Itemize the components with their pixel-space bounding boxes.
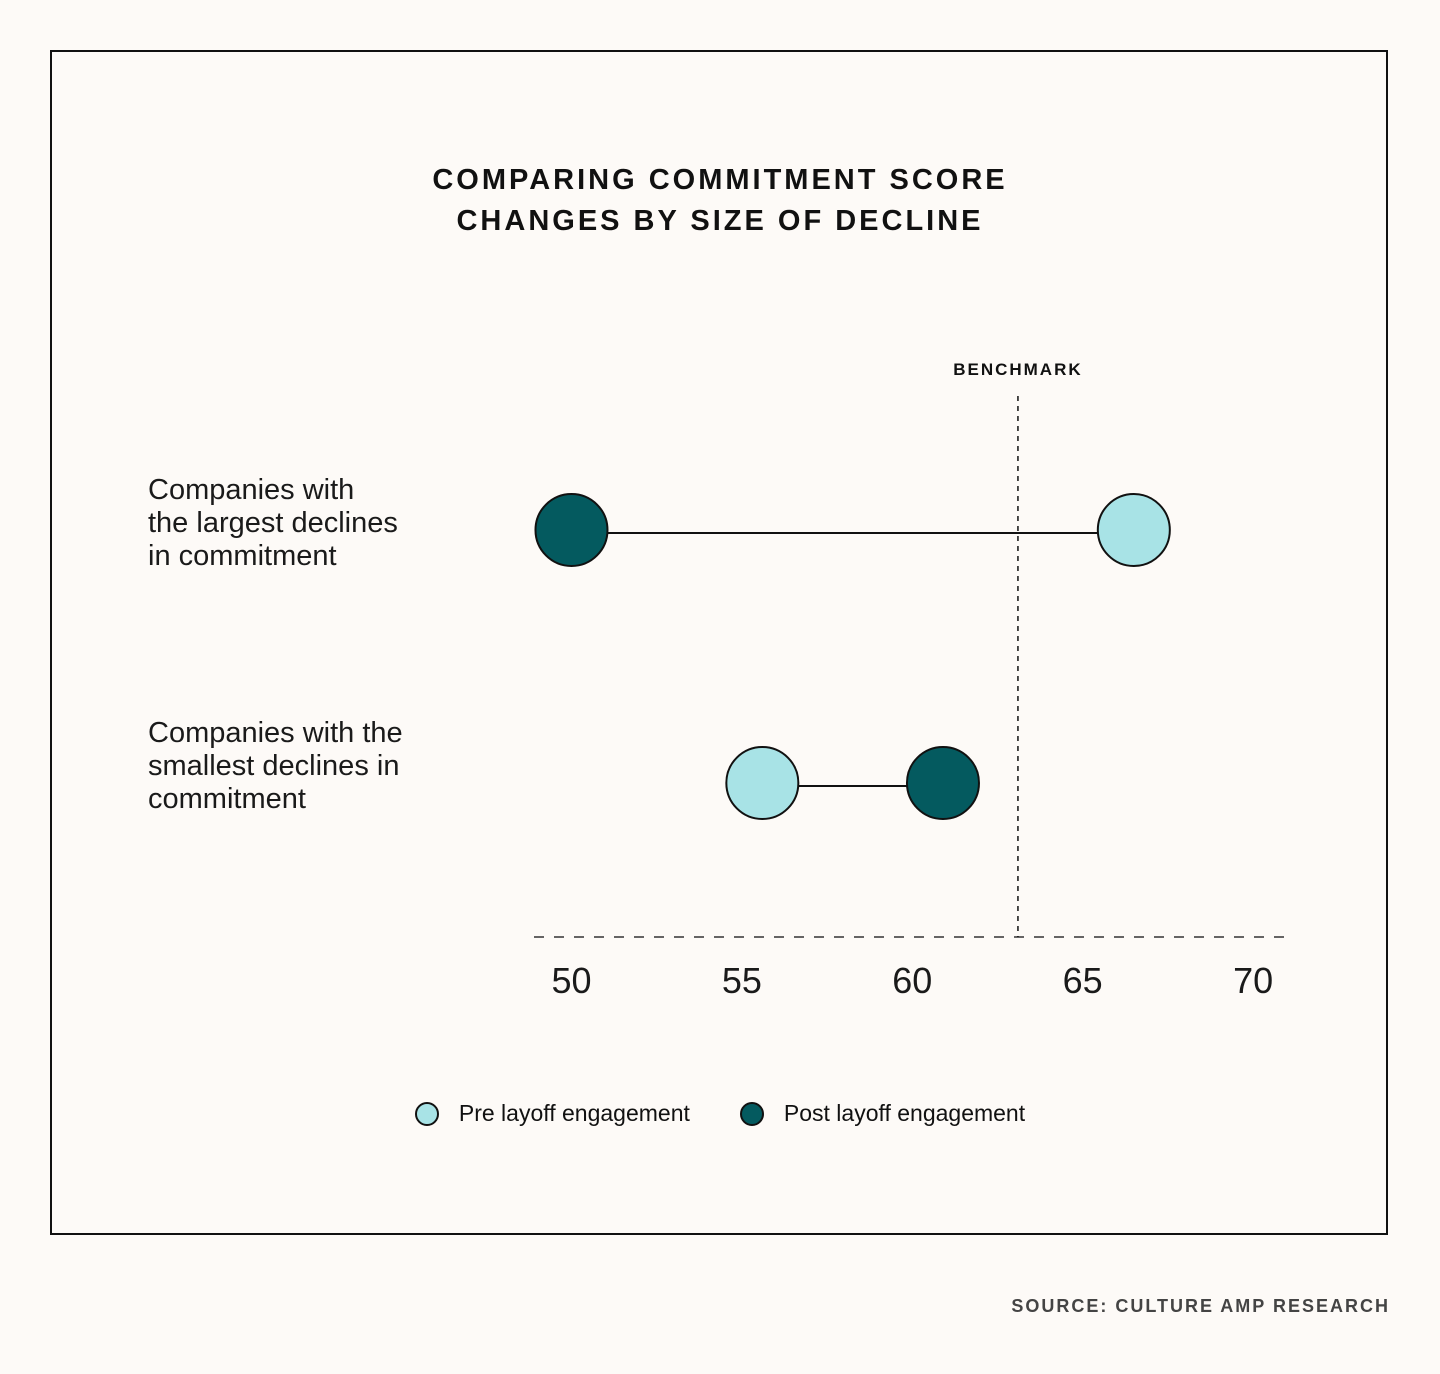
legend-label-pre: Pre layoff engagement [458, 1100, 690, 1126]
row-label-line: commitment [148, 783, 306, 815]
legend-item-pre: Pre layoff engagement [414, 1100, 690, 1127]
row-label-smallest-declines: Companies with the smallest declines in … [148, 717, 468, 816]
legend: Pre layoff engagement Post layoff engage… [0, 1100, 1440, 1127]
x-tick-label: 55 [721, 960, 762, 1001]
post-layoff-point [534, 493, 609, 567]
source-note: SOURCE: CULTURE AMP RESEARCH [1011, 1296, 1390, 1316]
chart-title: COMPARING COMMITMENT SCORE CHANGES BY SI… [0, 160, 1440, 242]
row-label-line: the largest declines [148, 507, 398, 539]
legend-label-post: Post layoff engagement [783, 1100, 1026, 1126]
x-tick-label: 50 [551, 960, 592, 1001]
chart-title-line-2: CHANGES BY SIZE OF DECLINE [456, 205, 984, 237]
x-tick-label: 60 [892, 960, 933, 1001]
row-label-largest-declines: Companies with the largest declines in c… [148, 474, 468, 573]
row-label-line: Companies with [148, 474, 355, 506]
legend-swatch-post [739, 1101, 764, 1126]
pre-layoff-point [1096, 493, 1171, 567]
dumbbell-rows [534, 493, 1171, 820]
x-tick-label: 65 [1062, 960, 1103, 1001]
legend-swatch-pre [414, 1101, 439, 1126]
chart-frame [50, 50, 1388, 1235]
row-label-line: Companies with the [148, 717, 403, 749]
post-layoff-point [905, 746, 980, 820]
x-tick-label: 70 [1233, 960, 1274, 1001]
pre-layoff-point [725, 746, 800, 820]
row-label-line: in commitment [148, 540, 337, 572]
row-label-line: smallest declines in [148, 750, 400, 782]
benchmark-label: BENCHMARK [953, 360, 1083, 379]
chart-title-line-1: COMPARING COMMITMENT SCORE [432, 164, 1008, 196]
legend-item-post: Post layoff engagement [739, 1100, 1026, 1127]
